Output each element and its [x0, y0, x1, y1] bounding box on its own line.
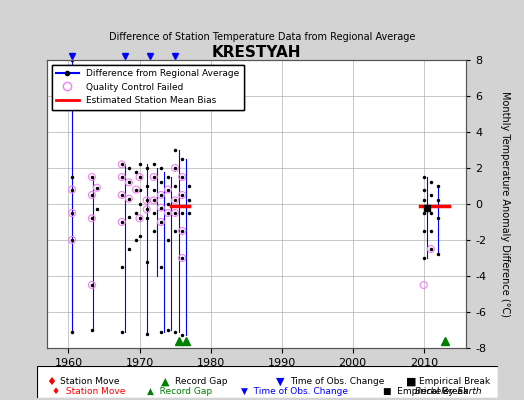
Point: [117, 219, 126, 225]
Point: [157, 204, 165, 211]
Point: [88, 174, 96, 180]
Point: [178, 174, 187, 180]
Point: [178, 192, 187, 198]
Point: [68, 237, 76, 243]
Text: ♦  Station Move: ♦ Station Move: [52, 387, 126, 396]
FancyBboxPatch shape: [37, 366, 498, 398]
Text: Empirical Break: Empirical Break: [419, 378, 490, 386]
Text: ▲  Record Gap: ▲ Record Gap: [147, 387, 212, 396]
Point: [135, 215, 144, 222]
Point: [135, 174, 144, 180]
Point: [164, 210, 172, 216]
Title: KRESTYAH: KRESTYAH: [212, 45, 301, 60]
Point: [88, 192, 96, 198]
Point: [164, 186, 172, 193]
Point: [93, 185, 101, 191]
Text: Station Move: Station Move: [60, 378, 119, 386]
Point: [117, 174, 126, 180]
Point: [68, 210, 76, 216]
Text: ■: ■: [406, 377, 416, 387]
Text: ▼: ▼: [277, 377, 285, 387]
Point: [88, 282, 96, 288]
Text: Record Gap: Record Gap: [175, 378, 227, 386]
Point: [132, 186, 140, 193]
Point: [427, 246, 435, 252]
Point: [68, 186, 76, 193]
Text: Difference of Station Temperature Data from Regional Average: Difference of Station Temperature Data f…: [109, 32, 415, 42]
Point: [171, 197, 179, 204]
Y-axis label: Monthly Temperature Anomaly Difference (°C): Monthly Temperature Anomaly Difference (…: [500, 91, 510, 317]
Point: [117, 192, 126, 198]
Text: Time of Obs. Change: Time of Obs. Change: [290, 378, 385, 386]
Text: ■  Empirical Break: ■ Empirical Break: [383, 387, 468, 396]
Text: Berkeley Earth: Berkeley Earth: [416, 387, 482, 396]
Point: [117, 161, 126, 168]
Point: [178, 228, 187, 234]
Point: [157, 192, 165, 198]
Point: [125, 195, 133, 202]
Point: [143, 206, 151, 213]
Point: [420, 282, 428, 288]
Text: ♦: ♦: [46, 377, 56, 387]
Legend: Difference from Regional Average, Quality Control Failed, Estimated Station Mean: Difference from Regional Average, Qualit…: [52, 64, 244, 110]
Point: [149, 197, 158, 204]
Text: ▼  Time of Obs. Change: ▼ Time of Obs. Change: [241, 387, 348, 396]
Point: [178, 255, 187, 261]
Point: [125, 179, 133, 186]
Point: [171, 165, 179, 171]
Point: [149, 174, 158, 180]
Point: [171, 210, 179, 216]
Point: [88, 215, 96, 222]
Point: [157, 219, 165, 225]
Point: [143, 197, 151, 204]
Text: ▲: ▲: [161, 377, 170, 387]
